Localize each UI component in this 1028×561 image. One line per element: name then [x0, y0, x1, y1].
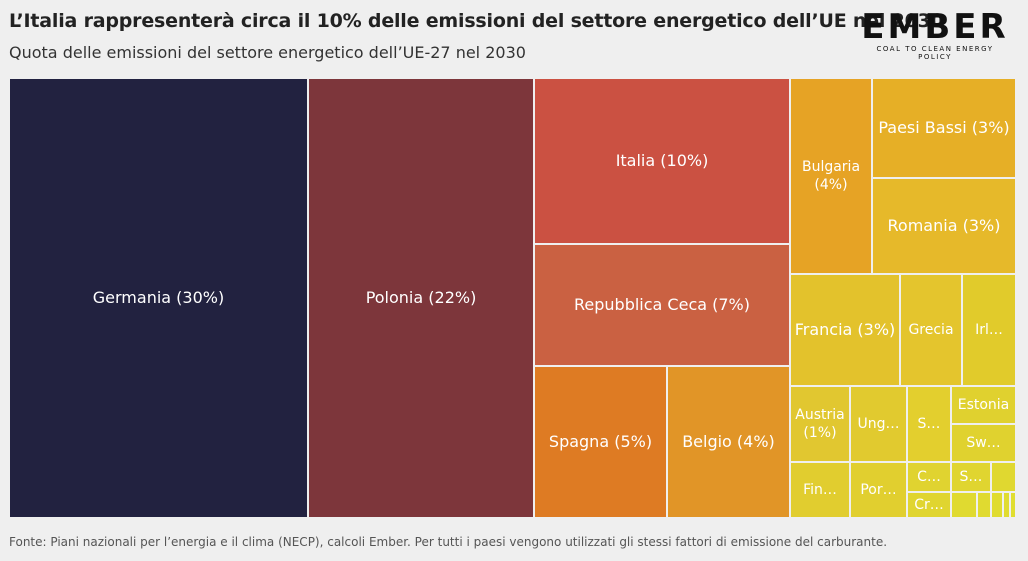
treemap-cell-label — [962, 503, 966, 507]
treemap-cell-label: Repubblica Ceca (7%) — [574, 295, 750, 314]
treemap-cell — [977, 492, 991, 518]
treemap-cell: Polonia (22%) — [308, 78, 534, 518]
treemap-cell: C… — [907, 462, 951, 492]
treemap-cell-label: Grecia — [908, 322, 954, 338]
treemap-cell: Bulgaria (4%) — [790, 78, 872, 274]
treemap-cell-label: Romania (3%) — [887, 216, 1001, 235]
treemap-chart: Germania (30%) Polonia (22%) Italia (10%) R… — [9, 78, 1016, 518]
treemap-cell-label: C… — [917, 469, 941, 485]
treemap-cell — [951, 492, 977, 518]
treemap-cell: Cr… — [907, 492, 951, 518]
treemap-cell — [991, 492, 1003, 518]
treemap-cell: Germania (30%) — [9, 78, 308, 518]
chart-subtitle: Quota delle emissioni del settore energe… — [9, 43, 526, 62]
treemap-cell: Sw… — [951, 424, 1016, 462]
logo-word: EMBER — [861, 7, 1009, 47]
treemap-cell: Estonia — [951, 386, 1016, 424]
treemap-cell-label: S… — [959, 469, 983, 485]
treemap-cell: Repubblica Ceca (7%) — [534, 244, 790, 366]
treemap-cell-label: Cr… — [914, 497, 944, 513]
treemap-cell-label: Bulgaria (4%) — [801, 159, 861, 193]
treemap-cell-label: Irl… — [975, 322, 1003, 338]
treemap-cell-label: Belgio (4%) — [682, 432, 775, 451]
treemap-cell: Grecia — [900, 274, 962, 386]
treemap-cell-label — [1002, 475, 1006, 479]
treemap-cell: Belgio (4%) — [667, 366, 790, 518]
treemap-cell: Spagna (5%) — [534, 366, 667, 518]
treemap-cell: Irl… — [962, 274, 1016, 386]
treemap-cell-label: Paesi Bassi (3%) — [878, 118, 1010, 137]
treemap-cell — [1003, 492, 1010, 518]
treemap-cell — [1010, 492, 1016, 518]
treemap-cell-label: S… — [917, 416, 941, 432]
treemap-cell-label: Austria (1%) — [795, 407, 845, 441]
logo-tagline: COAL TO CLEAN ENERGY POLICY — [876, 45, 994, 61]
source-note: Fonte: Piani nazionali per l’energia e i… — [9, 535, 888, 549]
treemap-cell-label: Ung… — [857, 416, 900, 432]
treemap-cell-label — [995, 503, 999, 507]
treemap-cell: Paesi Bassi (3%) — [872, 78, 1016, 178]
treemap-cell: S… — [951, 462, 991, 492]
treemap-cell-label: Germania (30%) — [92, 288, 225, 307]
treemap-cell-label: Spagna (5%) — [548, 432, 653, 451]
treemap-cell-label: Italia (10%) — [615, 151, 709, 170]
treemap-cell: Fin… — [790, 462, 850, 518]
ember-logo: EMBER COAL TO CLEAN ENERGY POLICY — [860, 10, 1010, 61]
treemap-cell: Por… — [850, 462, 907, 518]
treemap-cell-label — [1005, 503, 1009, 507]
treemap-cell-label: Polonia (22%) — [365, 288, 477, 307]
treemap-cell: Romania (3%) — [872, 178, 1016, 274]
treemap-cell-label: Fin… — [803, 482, 837, 498]
treemap-cell: Austria (1%) — [790, 386, 850, 462]
treemap-cell: Francia (3%) — [790, 274, 900, 386]
treemap-cell-label: Por… — [860, 482, 897, 498]
treemap-cell-label — [982, 503, 986, 507]
treemap-cell: S… — [907, 386, 951, 462]
treemap-cell-label — [1011, 503, 1015, 507]
chart-title: L’Italia rappresenterà circa il 10% dell… — [9, 10, 944, 32]
treemap-cell: Ung… — [850, 386, 907, 462]
treemap-cell-label: Francia (3%) — [794, 320, 896, 339]
treemap-cell-label: Sw… — [966, 435, 1001, 451]
treemap-cell-label: Estonia — [957, 397, 1010, 413]
treemap-cell — [991, 462, 1016, 492]
treemap-cell: Italia (10%) — [534, 78, 790, 244]
